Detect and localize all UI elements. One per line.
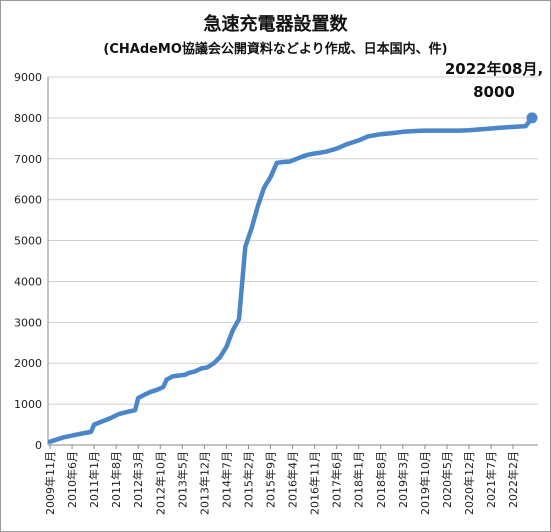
x-tick-label: 2021年7月 xyxy=(484,451,498,508)
x-tick-label: 2018年8月 xyxy=(374,451,388,508)
series-line xyxy=(47,115,535,444)
x-tick-label: 2022年2月 xyxy=(506,451,520,508)
data-label-date: 2022年08月, xyxy=(445,60,543,78)
x-tick-label: 2020年12月 xyxy=(462,451,476,515)
x-tick-label: 2019年3月 xyxy=(396,451,410,508)
y-tick-label: 9000 xyxy=(14,71,42,84)
x-tick-label: 2011年1月 xyxy=(87,451,101,508)
chart-title: 急速充電器設置数 xyxy=(203,14,348,35)
x-tick-label: 2013年12月 xyxy=(197,451,211,515)
chart-subtitle: (CHAdeMO協議会公開資料などより作成、日本国内、件) xyxy=(103,42,448,57)
x-tick-label: 2018年1月 xyxy=(352,451,366,508)
y-tick-label: 1000 xyxy=(14,398,42,411)
end-point-marker xyxy=(526,112,538,124)
y-tick-label: 2000 xyxy=(14,357,42,370)
x-tick-label: 2013年5月 xyxy=(175,451,189,508)
x-tick-label: 2016年11月 xyxy=(308,451,322,515)
x-tick-label: 2015年9月 xyxy=(264,451,278,508)
y-tick-label: 4000 xyxy=(14,275,42,288)
y-tick-label: 0 xyxy=(35,439,42,452)
y-tick-label: 8000 xyxy=(14,112,42,125)
y-tick-label: 3000 xyxy=(14,316,42,329)
x-tick-label: 2009年11月 xyxy=(43,451,57,515)
x-tick-label: 2020年5月 xyxy=(440,451,454,508)
y-tick-label: 7000 xyxy=(14,153,42,166)
x-tick-label: 2012年10月 xyxy=(153,451,167,515)
x-tick-label: 2010年6月 xyxy=(65,451,79,508)
y-tick-label: 6000 xyxy=(14,194,42,207)
x-tick-label: 2017年6月 xyxy=(330,451,344,508)
x-tick-label: 2019年10月 xyxy=(418,451,432,515)
x-tick-label: 2014年7月 xyxy=(219,451,233,508)
x-tick-label: 2016年4月 xyxy=(286,451,300,508)
x-tick-label: 2012年3月 xyxy=(131,451,145,508)
y-tick-label: 5000 xyxy=(14,235,42,248)
x-tick-label: 2015年2月 xyxy=(241,451,255,508)
x-tick-label: 2011年8月 xyxy=(109,451,123,508)
data-label-value: 8000 xyxy=(473,83,515,101)
